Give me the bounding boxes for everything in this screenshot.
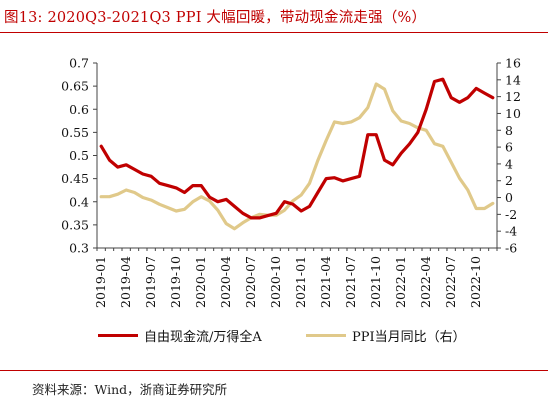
x-tick-label: 2020-04 bbox=[218, 256, 233, 308]
series-line-2 bbox=[99, 82, 495, 231]
chart-axes bbox=[93, 62, 501, 251]
y-right-tick-label: -4 bbox=[505, 224, 517, 239]
line-chart: 0.3 0.35 0.4 0.45 0.5 0.55 0.6 0.65 0.7 -6 -4 -2 0 2 4… bbox=[61, 56, 521, 308]
y-right-tick-label: -2 bbox=[505, 207, 517, 222]
x-tick-label: 2020-01 bbox=[193, 256, 208, 308]
y-right-tick-label: 10 bbox=[505, 106, 521, 121]
y-left-tick-label: 0.45 bbox=[61, 171, 89, 186]
legend-swatch-series-2 bbox=[306, 334, 346, 337]
source-note: 资料来源：Wind，浙商证券研究所 bbox=[32, 382, 228, 397]
y-left-tick-label: 0.65 bbox=[61, 79, 89, 94]
title-divider bbox=[0, 32, 548, 33]
x-tick-label: 2019-04 bbox=[118, 256, 133, 308]
y-left-tick-label: 0.35 bbox=[61, 217, 89, 232]
x-tick-label: 2019-01 bbox=[93, 256, 108, 308]
y-right-tick-label: 4 bbox=[505, 156, 513, 171]
x-tick-label: 2022-01 bbox=[393, 256, 408, 308]
y-left-tick-label: 0.3 bbox=[69, 241, 89, 256]
y-right-tick-label: 6 bbox=[505, 140, 513, 155]
y-left-tick-label: 0.4 bbox=[69, 194, 89, 209]
legend-item-series-1: 自由现金流/万得全A bbox=[98, 326, 262, 345]
legend-item-series-2: PPI当月同比（右） bbox=[306, 326, 466, 345]
x-tick-label: 2021-04 bbox=[318, 256, 333, 308]
legend-swatch-series-1 bbox=[98, 334, 138, 337]
x-tick-label: 2020-07 bbox=[243, 256, 258, 308]
x-tick-label: 2019-07 bbox=[143, 256, 158, 308]
x-tick-label: 2021-10 bbox=[368, 256, 383, 308]
y-right-tick-label: 2 bbox=[505, 173, 513, 188]
y-left-tick-label: 0.7 bbox=[69, 56, 89, 71]
series-line-1 bbox=[99, 77, 495, 220]
x-tick-label: 2021-01 bbox=[293, 256, 308, 308]
x-tick-label: 2022-10 bbox=[468, 256, 483, 308]
chart-title: 图13: 2020Q3-2021Q3 PPI 大幅回暖，带动现金流走强（%） bbox=[4, 10, 427, 26]
y-left-tick-label: 0.6 bbox=[69, 102, 89, 117]
chart-lines bbox=[99, 77, 495, 231]
y-right-tick-label: -6 bbox=[505, 241, 517, 256]
source-divider bbox=[0, 370, 548, 371]
legend-label-series-1: 自由现金流/万得全A bbox=[144, 330, 262, 345]
y-right-tick-label: 8 bbox=[505, 123, 513, 138]
y-left-tick-label: 0.5 bbox=[69, 148, 89, 163]
x-tick-label: 2019-10 bbox=[168, 256, 183, 308]
x-tick-label: 2021-07 bbox=[343, 256, 358, 308]
y-right-tick-label: 12 bbox=[505, 89, 521, 104]
y-right-tick-label: 0 bbox=[505, 190, 513, 205]
y-left-tick-label: 0.55 bbox=[61, 125, 89, 140]
legend-label-series-2: PPI当月同比（右） bbox=[352, 330, 466, 345]
y-right-tick-label: 14 bbox=[505, 72, 521, 87]
y-right-tick-label: 16 bbox=[505, 56, 521, 71]
chart-legend: 自由现金流/万得全A PPI当月同比（右） bbox=[0, 326, 548, 352]
x-tick-label: 2022-07 bbox=[443, 256, 458, 308]
x-tick-label: 2022-04 bbox=[418, 256, 433, 308]
x-tick-label: 2020-10 bbox=[268, 256, 283, 308]
chart-tick-labels: 0.3 0.35 0.4 0.45 0.5 0.55 0.6 0.65 0.7 -6 -4 -2 0 2 4… bbox=[61, 56, 521, 308]
